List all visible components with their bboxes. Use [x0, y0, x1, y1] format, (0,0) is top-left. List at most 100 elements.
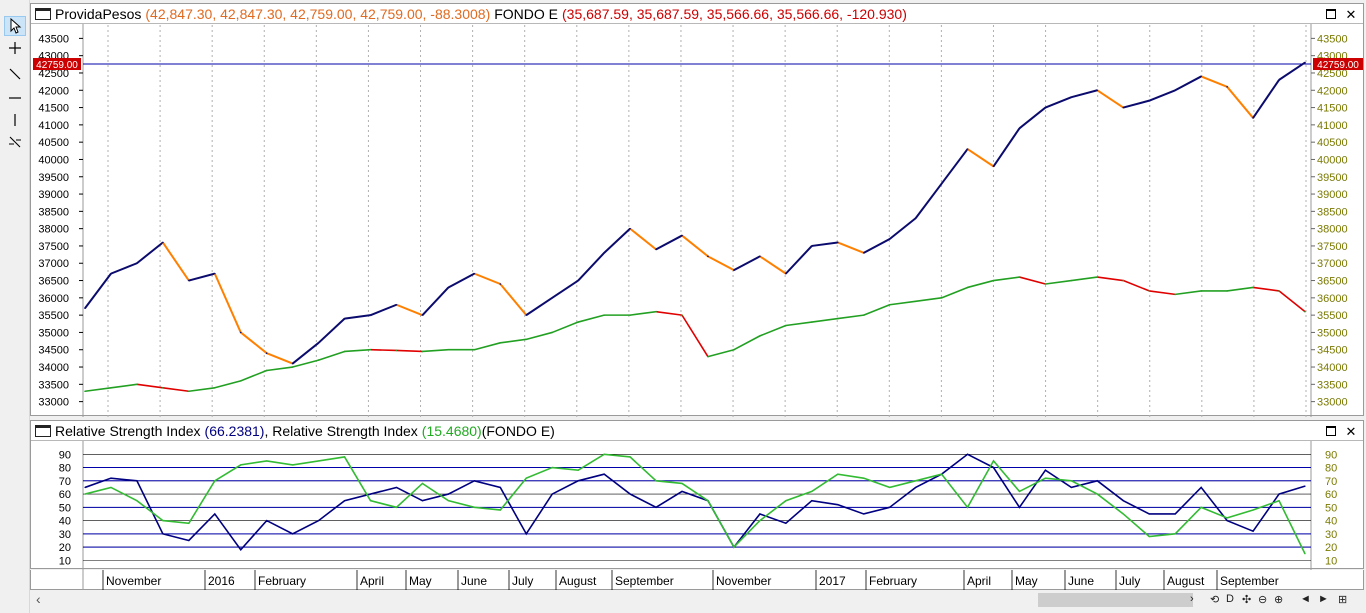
provida-segment [889, 217, 917, 240]
y-tick-label-left: 40500 [38, 137, 69, 149]
fondo-segment [370, 348, 397, 352]
y-tick-label-right: 43500 [1317, 33, 1348, 45]
fondo-point [447, 348, 450, 351]
provida-segment [240, 331, 268, 354]
close-button[interactable]: ✕ [1345, 423, 1357, 439]
provida-point [1252, 117, 1254, 119]
scroll-left-icon[interactable]: ‹ [36, 591, 41, 607]
rsi-point [681, 490, 683, 493]
fondo-segment [84, 386, 112, 393]
rsi-tick-label-right: 50 [1325, 502, 1337, 514]
x-tick-label: July [1119, 574, 1140, 588]
price-label-right-text: 42759.00 [1317, 60, 1359, 71]
provida-point [940, 182, 943, 185]
fib-icon[interactable] [4, 132, 26, 152]
provida-point [655, 248, 657, 251]
fondo-point [1096, 276, 1099, 278]
scroll-right-icon[interactable]: › [1190, 593, 1194, 605]
fondo-segment [1149, 290, 1176, 296]
rsi-fondo-point [188, 522, 190, 524]
provida-point [395, 303, 398, 306]
zoom-out-icon[interactable]: ⊖ [1258, 594, 1268, 606]
rsi-point [863, 513, 865, 515]
rsi-fondo-point [785, 500, 787, 502]
rsi-fondo-point [1070, 480, 1072, 482]
rsi-fondo-point [1018, 490, 1021, 493]
fondo-segment [1227, 286, 1254, 292]
horizontal-line-icon[interactable] [4, 88, 26, 108]
provida-point [343, 317, 346, 320]
fondo-point [1174, 293, 1177, 296]
fondo-segment [214, 380, 241, 389]
y-tick-label-left: 35500 [38, 310, 69, 322]
provida-point [966, 148, 969, 150]
fondo-point [629, 314, 631, 316]
rsi-fondo-point [1174, 533, 1176, 535]
crosshair-icon[interactable] [4, 38, 26, 58]
fondo-point [162, 386, 164, 389]
provida-segment [914, 183, 943, 219]
period-button[interactable]: D [1226, 593, 1234, 605]
maximize-button[interactable] [1323, 6, 1339, 22]
fondo-segment [1175, 290, 1202, 296]
y-tick-label-right: 41500 [1317, 103, 1348, 115]
y-tick-label-left: 43500 [38, 33, 69, 45]
vertical-line-icon[interactable] [4, 110, 26, 130]
fondo-segment [1019, 276, 1046, 285]
y-tick-label-left: 41000 [38, 120, 69, 132]
x-tick-label: August [559, 574, 597, 588]
fondo-segment [630, 310, 657, 316]
move-icon[interactable]: ✣ [1242, 594, 1252, 606]
rsi-point [318, 519, 320, 522]
rsi-point [551, 493, 553, 495]
trendline-icon[interactable] [4, 64, 26, 84]
provida-segment [1045, 96, 1072, 109]
scroll-forward-icon[interactable]: ► [1318, 593, 1329, 605]
fondo-point [265, 369, 268, 372]
fondo-segment [681, 314, 709, 358]
price-label-right [1313, 58, 1363, 71]
pointer-icon[interactable] [4, 16, 26, 36]
scroll-back-icon[interactable]: ◄ [1300, 593, 1311, 605]
y-tick-label-right: 34000 [1317, 362, 1348, 374]
rsi-pane[interactable]: Relative Strength Index (66.2381) , Rela… [30, 420, 1364, 570]
rsi-fondo-point [369, 500, 372, 502]
price-pane[interactable]: ProvidaPesos (42,847.30, 42,847.30, 42,7… [30, 3, 1364, 417]
provida-segment [681, 234, 709, 258]
provida-segment [1226, 86, 1254, 119]
fondo-segment [1278, 290, 1306, 313]
fondo-segment [655, 310, 683, 316]
y-tick-label-right: 36500 [1317, 276, 1348, 288]
provida-point [317, 342, 320, 344]
fondo-segment [785, 321, 812, 327]
y-tick-label-right: 37000 [1317, 258, 1348, 270]
y-tick-label-right: 33000 [1317, 397, 1348, 409]
y-tick-label-left: 38500 [38, 206, 69, 218]
provida-segment [655, 234, 683, 251]
fondo-point [914, 300, 917, 303]
fondo-point [577, 321, 579, 323]
provida-point [1278, 79, 1280, 81]
window-icon [35, 7, 51, 20]
rsi-value-b: (15.4680) [421, 422, 482, 439]
provida-point [811, 245, 813, 247]
rsi-point [136, 480, 138, 482]
rsi-fondo-point [837, 473, 839, 475]
provida-point [1044, 106, 1047, 109]
rsi-point [499, 486, 501, 489]
close-button[interactable]: ✕ [1345, 6, 1357, 22]
rsi-point [759, 513, 761, 515]
rsi-tick-label-left: 30 [59, 529, 71, 541]
y-tick-label-left: 36500 [38, 276, 69, 288]
scrollbar-thumb[interactable] [1038, 593, 1193, 607]
provida-segment [863, 238, 891, 254]
maximize-button[interactable] [1323, 423, 1339, 439]
fondo-segment [162, 386, 189, 393]
x-tick-label: September [1220, 574, 1279, 588]
zoom-in-icon[interactable]: ⊕ [1274, 594, 1284, 606]
provida-segment [317, 317, 346, 344]
fondo-segment [1097, 276, 1124, 282]
refresh-icon[interactable]: ⟲ [1210, 594, 1220, 606]
rsi-title-a: Relative Strength Index [55, 422, 201, 439]
grid-icon[interactable]: ⊞ [1338, 594, 1348, 606]
